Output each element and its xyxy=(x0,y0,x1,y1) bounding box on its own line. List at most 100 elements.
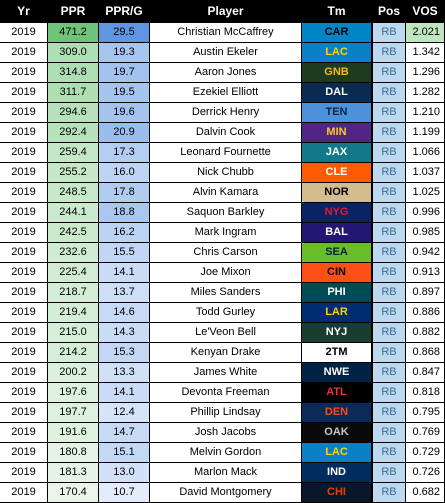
table-row[interactable]: 2019 218.7 13.7 Miles Sanders PHI RB 0.897 xyxy=(0,283,445,302)
table-row[interactable]: 2019 200.2 13.3 James White NWE RB 0.847 xyxy=(0,363,445,382)
table-row[interactable]: 2019 215.0 14.3 Le'Veon Bell NYJ RB 0.882 xyxy=(0,323,445,342)
cell-ppr-per-game: 14.1 xyxy=(99,263,149,282)
table-row[interactable]: 2019 292.4 20.9 Dalvin Cook MIN RB 1.199 xyxy=(0,123,445,142)
cell-team: NWE xyxy=(302,363,371,382)
cell-ppr-per-game: 29.5 xyxy=(99,23,149,42)
cell-yr: 2019 xyxy=(0,83,47,102)
cell-ppr-per-game: 19.5 xyxy=(99,83,149,102)
cell-vos: 0.726 xyxy=(406,463,444,482)
cell-ppr-per-game: 16.2 xyxy=(99,223,149,242)
cell-ppr: 292.4 xyxy=(48,123,98,142)
header-team[interactable]: Tm xyxy=(327,4,346,18)
cell-player: David Montgomery xyxy=(150,483,301,502)
cell-pos: RB xyxy=(373,463,405,482)
header-pos[interactable]: Pos xyxy=(377,4,400,18)
cell-vos: 0.897 xyxy=(406,283,444,302)
cell-player: Miles Sanders xyxy=(150,283,301,302)
cell-pos: RB xyxy=(373,143,405,162)
cell-ppr-per-game: 13.7 xyxy=(99,283,149,302)
cell-ppr-per-game: 15.3 xyxy=(99,343,149,362)
cell-ppr-per-game: 17.3 xyxy=(99,143,149,162)
cell-pos: RB xyxy=(373,223,405,242)
table-row[interactable]: 2019 225.4 14.1 Joe Mixon CIN RB 0.913 xyxy=(0,263,445,282)
cell-yr: 2019 xyxy=(0,343,47,362)
table-row[interactable]: 2019 314.8 19.7 Aaron Jones GNB RB 1.296 xyxy=(0,63,445,82)
cell-vos: 0.769 xyxy=(406,423,444,442)
cell-ppr-per-game: 14.7 xyxy=(99,423,149,442)
cell-ppr: 214.2 xyxy=(48,343,98,362)
table-row[interactable]: 2019 219.4 14.6 Todd Gurley LAR RB 0.886 xyxy=(0,303,445,322)
cell-ppr-per-game: 19.3 xyxy=(99,43,149,62)
cell-team: CAR xyxy=(302,23,371,42)
cell-vos: 1.037 xyxy=(406,163,444,182)
table-row[interactable]: 2019 180.8 15.1 Melvin Gordon LAC RB 0.729 xyxy=(0,443,445,462)
table-row[interactable]: 2019 309.0 19.3 Austin Ekeler LAC RB 1.342 xyxy=(0,43,445,62)
table-row[interactable]: 2019 191.6 14.7 Josh Jacobs OAK RB 0.769 xyxy=(0,423,445,442)
cell-pos: RB xyxy=(373,123,405,142)
cell-player: Josh Jacobs xyxy=(150,423,301,442)
cell-ppr: 191.6 xyxy=(48,423,98,442)
cell-ppr: 170.4 xyxy=(48,483,98,502)
cell-ppr: 197.7 xyxy=(48,403,98,422)
cell-player: Chris Carson xyxy=(150,243,301,262)
cell-vos: 0.942 xyxy=(406,243,444,262)
cell-yr: 2019 xyxy=(0,443,47,462)
table-row[interactable]: 2019 197.7 12.4 Phillip Lindsay DEN RB 0.795 xyxy=(0,403,445,422)
cell-player: James White xyxy=(150,363,301,382)
cell-team: JAX xyxy=(302,143,371,162)
cell-team: CLE xyxy=(302,163,371,182)
cell-player: Marlon Mack xyxy=(150,463,301,482)
table-row[interactable]: 2019 294.6 19.6 Derrick Henry TEN RB 1.210 xyxy=(0,103,445,122)
cell-ppr: 232.6 xyxy=(48,243,98,262)
cell-ppr-per-game: 15.1 xyxy=(99,443,149,462)
cell-pos: RB xyxy=(373,363,405,382)
header-ppr[interactable]: PPR xyxy=(60,4,86,18)
table-row[interactable]: 2019 255.2 16.0 Nick Chubb CLE RB 1.037 xyxy=(0,163,445,182)
cell-team: IND xyxy=(302,463,371,482)
cell-player: Phillip Lindsay xyxy=(150,403,301,422)
cell-yr: 2019 xyxy=(0,423,47,442)
cell-team: PHI xyxy=(302,283,371,302)
table-row[interactable]: 2019 170.4 10.7 David Montgomery CHI RB 0.682 xyxy=(0,483,445,502)
cell-ppr: 314.8 xyxy=(48,63,98,82)
cell-pos: RB xyxy=(373,243,405,262)
cell-player: Aaron Jones xyxy=(150,63,301,82)
cell-vos: 0.847 xyxy=(406,363,444,382)
table-row[interactable]: 2019 197.6 14.1 Devonta Freeman ATL RB 0.818 xyxy=(0,383,445,402)
table-row[interactable]: 2019 311.7 19.5 Ezekiel Elliott DAL RB 1.282 xyxy=(0,83,445,102)
cell-yr: 2019 xyxy=(0,403,47,422)
header-vos[interactable]: VOS xyxy=(412,4,438,18)
cell-ppr-per-game: 10.7 xyxy=(99,483,149,502)
table-row[interactable]: 2019 248.5 17.8 Alvin Kamara NOR RB 1.025 xyxy=(0,183,445,202)
cell-pos: RB xyxy=(373,103,405,122)
cell-player: Todd Gurley xyxy=(150,303,301,322)
table-row[interactable]: 2019 181.3 13.0 Marlon Mack IND RB 0.726 xyxy=(0,463,445,482)
header-player[interactable]: Player xyxy=(207,4,244,18)
table-row[interactable]: 2019 214.2 15.3 Kenyan Drake 2TM RB 0.868 xyxy=(0,343,445,362)
cell-ppr-per-game: 12.4 xyxy=(99,403,149,422)
cell-ppr: 200.2 xyxy=(48,363,98,382)
table-row[interactable]: 2019 244.1 18.8 Saquon Barkley NYG RB 0.996 xyxy=(0,203,445,222)
table-row[interactable]: 2019 242.5 16.2 Mark Ingram BAL RB 0.985 xyxy=(0,223,445,242)
cell-pos: RB xyxy=(373,283,405,302)
cell-yr: 2019 xyxy=(0,183,47,202)
cell-team: NYJ xyxy=(302,323,371,342)
cell-vos: 1.199 xyxy=(406,123,444,142)
table-header: Yr PPR PPR/G Player Tm Pos VOS xyxy=(0,0,445,22)
cell-pos: RB xyxy=(373,323,405,342)
header-ppr-per-game[interactable]: PPR/G xyxy=(105,4,143,18)
cell-team: ATL xyxy=(302,383,371,402)
cell-team: GNB xyxy=(302,63,371,82)
table-row[interactable]: 2019 232.6 15.5 Chris Carson SEA RB 0.942 xyxy=(0,243,445,262)
cell-ppr: 225.4 xyxy=(48,263,98,282)
cell-ppr: 311.7 xyxy=(48,83,98,102)
cell-vos: 1.342 xyxy=(406,43,444,62)
table-row[interactable]: 2019 259.4 17.3 Leonard Fournette JAX RB 1.066 xyxy=(0,143,445,162)
table-row[interactable]: 2019 471.2 29.5 Christian McCaffrey CAR RB 2.0… xyxy=(0,23,445,42)
cell-ppr: 294.6 xyxy=(48,103,98,122)
cell-player: Nick Chubb xyxy=(150,163,301,182)
header-yr[interactable]: Yr xyxy=(17,4,30,18)
cell-vos: 1.296 xyxy=(406,63,444,82)
cell-team: CHI xyxy=(302,483,371,502)
cell-pos: RB xyxy=(373,163,405,182)
